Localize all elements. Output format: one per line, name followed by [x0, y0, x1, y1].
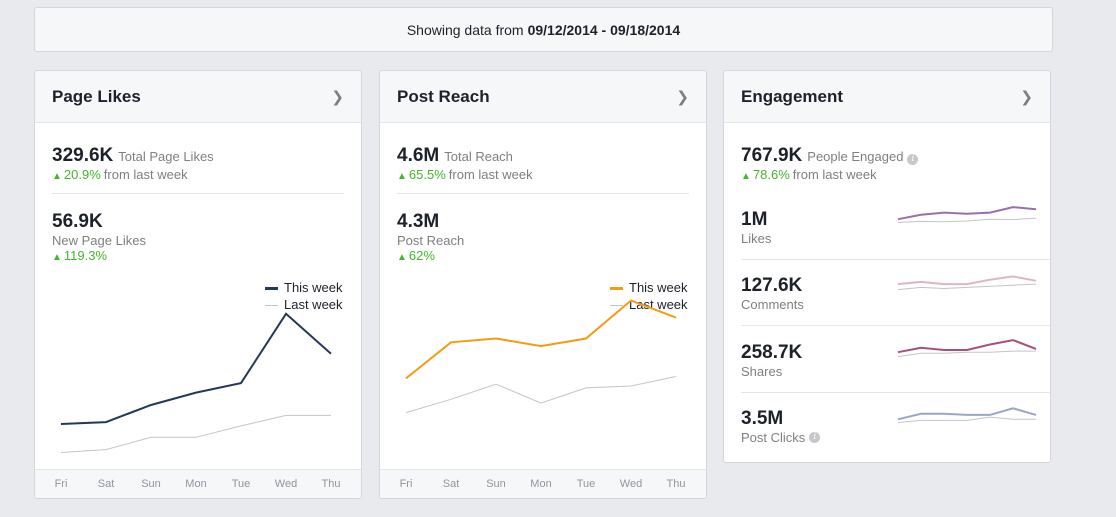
post-reach-value: 4.3M: [397, 211, 440, 232]
sparkline-last-week: [897, 283, 1037, 291]
divider: [741, 259, 1050, 260]
x-tick-label: Mon: [530, 478, 552, 490]
page-likes-header[interactable]: Page Likes ❯: [35, 71, 361, 123]
shares-value: 258.7K: [741, 342, 803, 363]
engagement-row-post-clicks[interactable]: 3.5M Post Clicks i: [741, 408, 821, 445]
x-tick-label: Wed: [274, 478, 298, 490]
comments-label: Comments: [741, 297, 804, 312]
legend-swatch: [610, 305, 623, 307]
sparkline-last-week: [897, 350, 1036, 358]
sparkline-this-week: [897, 339, 1037, 354]
engagement-row-shares[interactable]: 258.7K Shares: [741, 342, 802, 379]
post-reach-label: Post Reach: [397, 233, 465, 248]
x-tick-label: Thu: [666, 478, 686, 490]
engagement-title: Engagement: [741, 86, 844, 106]
date-range-prefix: Showing data from: [406, 21, 524, 38]
post-reach-chart: [405, 299, 677, 414]
people-engaged-label: People Engaged: [807, 149, 904, 164]
page-likes-legend: This week Last week: [265, 279, 343, 313]
x-tick-label: Wed: [619, 478, 643, 490]
total-page-likes-value: 329.6K: [52, 145, 114, 166]
post-reach-title: Post Reach: [397, 86, 490, 106]
legend-swatch: [265, 287, 278, 291]
legend-this-week: This week: [610, 279, 688, 296]
divider: [741, 392, 1050, 393]
chevron-right-icon[interactable]: ❯: [1020, 88, 1033, 106]
legend-last-week: Last week: [265, 296, 343, 313]
divider: [52, 193, 344, 194]
chevron-right-icon[interactable]: ❯: [331, 88, 344, 106]
legend-last-week: Last week: [610, 296, 688, 313]
x-tick-label: Sun: [141, 478, 161, 490]
series-line-last-week: [60, 414, 331, 453]
engagement-sparklines: [897, 206, 1037, 424]
people-engaged-value: 767.9K: [741, 145, 803, 166]
post-reach-delta: ▲ 62%: [397, 248, 435, 263]
legend-swatch: [610, 287, 623, 291]
triangle-up-icon: ▲: [397, 252, 407, 263]
sparkline-this-week: [897, 275, 1037, 286]
new-page-likes-delta: ▲ 119.3%: [52, 248, 108, 263]
new-page-likes-label: New Page Likes: [52, 233, 146, 248]
sparkline-last-week: [897, 217, 1037, 223]
date-range-value: 09/12/2014 - 09/18/2014: [527, 21, 681, 38]
x-tick-label: Tue: [231, 478, 251, 490]
date-range-banner: Showing data from 09/12/2014 - 09/18/201…: [34, 7, 1053, 52]
x-tick-label: Fri: [399, 478, 413, 490]
page-likes-chart: [60, 312, 332, 453]
likes-label: Likes: [741, 231, 772, 246]
triangle-up-icon: ▲: [741, 171, 751, 182]
total-reach-delta: ▲ 65.5% from last week: [397, 167, 533, 182]
page-likes-card: Page Likes ❯ 329.6K Total Page Likes ▲ 20…: [34, 70, 362, 499]
chevron-right-icon[interactable]: ❯: [676, 88, 689, 106]
new-page-likes-value: 56.9K: [52, 211, 103, 232]
divider: [397, 193, 689, 194]
sparkline-this-week: [897, 407, 1037, 421]
engagement-header[interactable]: Engagement ❯: [724, 71, 1050, 123]
info-icon[interactable]: i: [809, 432, 821, 443]
series-line-this-week: [405, 299, 677, 380]
total-reach-value: 4.6M: [397, 145, 440, 166]
post-clicks-value: 3.5M: [741, 408, 784, 429]
triangle-up-icon: ▲: [52, 252, 62, 263]
page-likes-x-axis: Fri Sat Sun Mon Tue Wed Thu: [35, 469, 361, 498]
divider: [741, 325, 1050, 326]
total-page-likes-label: Total Page Likes: [118, 149, 214, 164]
x-tick-label: Sun: [486, 478, 506, 490]
series-line-this-week: [60, 312, 332, 425]
total-reach-label: Total Reach: [444, 149, 513, 164]
post-reach-legend: This week Last week: [610, 279, 688, 313]
shares-label: Shares: [741, 364, 783, 379]
legend-this-week: This week: [265, 279, 343, 296]
comments-value: 127.6K: [741, 275, 803, 296]
x-tick-label: Sat: [97, 478, 115, 490]
engagement-card: Engagement ❯ 767.9K People Engaged i ▲ 78…: [723, 70, 1051, 463]
post-reach-card: Post Reach ❯ 4.6M Total Reach ▲ 65.5% from…: [379, 70, 707, 499]
people-engaged-delta: ▲ 78.6% from last week: [741, 167, 877, 182]
triangle-up-icon: ▲: [52, 171, 62, 182]
sparkline-this-week: [897, 206, 1037, 221]
sparkline-last-week: [897, 416, 1036, 424]
likes-value: 1M: [741, 209, 768, 230]
x-tick-label: Fri: [54, 478, 68, 490]
engagement-row-comments[interactable]: 127.6K Comments: [741, 275, 804, 312]
series-line-last-week: [405, 376, 677, 414]
legend-swatch: [265, 305, 278, 307]
total-page-likes-delta: ▲ 20.9% from last week: [52, 167, 188, 182]
x-tick-label: Mon: [185, 478, 207, 490]
post-reach-x-axis: Fri Sat Sun Mon Tue Wed Thu: [380, 469, 706, 498]
x-tick-label: Sat: [442, 478, 460, 490]
triangle-up-icon: ▲: [397, 171, 407, 182]
page-likes-title: Page Likes: [52, 86, 141, 106]
post-clicks-label: Post Clicks: [741, 430, 806, 445]
post-reach-header[interactable]: Post Reach ❯: [380, 71, 706, 123]
info-icon[interactable]: i: [907, 154, 919, 165]
x-tick-label: Tue: [576, 478, 596, 490]
x-tick-label: Thu: [321, 478, 341, 490]
engagement-row-likes[interactable]: 1M Likes: [741, 209, 771, 246]
